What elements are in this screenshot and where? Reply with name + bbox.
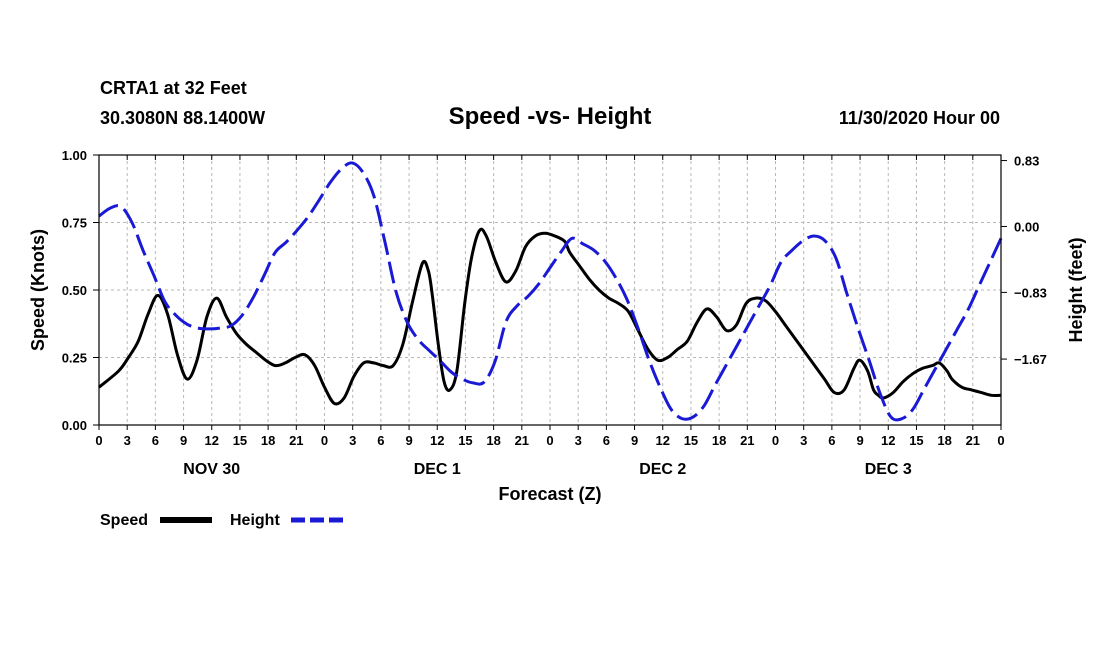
x-tick-label: 12 bbox=[656, 433, 670, 448]
location-label: 30.3080N 88.1400W bbox=[100, 108, 265, 128]
y2-tick-label: 0.00 bbox=[1014, 219, 1039, 234]
x-tick-label: 6 bbox=[603, 433, 610, 448]
x-tick-label: 15 bbox=[909, 433, 923, 448]
x-tick-label: 0 bbox=[997, 433, 1004, 448]
day-label: NOV 30 bbox=[183, 461, 240, 478]
day-label: DEC 1 bbox=[414, 461, 461, 478]
x-tick-label: 18 bbox=[712, 433, 726, 448]
grid bbox=[99, 155, 1001, 425]
series-line-speed bbox=[98, 227, 1002, 406]
x-tick-label: 15 bbox=[684, 433, 698, 448]
y2-tick-label: 0.83 bbox=[1014, 154, 1039, 169]
x-axis-label: Forecast (Z) bbox=[498, 484, 601, 504]
x-tick-label: 12 bbox=[430, 433, 444, 448]
x-tick-label: 0 bbox=[321, 433, 328, 448]
legend: Speed Height bbox=[100, 512, 343, 529]
y2-tick-label: −0.83 bbox=[1014, 285, 1047, 300]
x-tick-label: 9 bbox=[856, 433, 863, 448]
y2-axis-label: Height (feet) bbox=[1066, 238, 1086, 343]
x-tick-label: 3 bbox=[800, 433, 807, 448]
day-label: DEC 3 bbox=[865, 461, 912, 478]
series-line-height bbox=[98, 161, 1003, 422]
x-tick-label: 0 bbox=[95, 433, 102, 448]
x-tick-label: 0 bbox=[772, 433, 779, 448]
x-tick-label: 18 bbox=[486, 433, 500, 448]
x-tick-label: 9 bbox=[405, 433, 412, 448]
y-tick-label: 0.25 bbox=[62, 351, 87, 366]
x-tick-label: 18 bbox=[937, 433, 951, 448]
x-tick-label: 18 bbox=[261, 433, 275, 448]
x-tick-label: 21 bbox=[966, 433, 980, 448]
y-axis-label: Speed (Knots) bbox=[28, 229, 48, 351]
axes: 0 3 6 9 12 15 18 21 0 3 6 9 12 15 18 21 0 3 6 9 12 15 18 21 0 3 6 9… bbox=[62, 148, 1047, 478]
x-tick-label: 21 bbox=[515, 433, 529, 448]
y-tick-label: 1.00 bbox=[62, 148, 87, 163]
day-label: DEC 2 bbox=[639, 461, 686, 478]
x-tick-label: 3 bbox=[124, 433, 131, 448]
legend-speed-label: Speed bbox=[100, 512, 148, 529]
x-tick-label: 3 bbox=[349, 433, 356, 448]
x-tick-label: 12 bbox=[205, 433, 219, 448]
y2-tick-label: −1.67 bbox=[1014, 352, 1047, 367]
x-tick-label: 21 bbox=[289, 433, 303, 448]
x-tick-label: 9 bbox=[631, 433, 638, 448]
x-tick-label: 21 bbox=[740, 433, 754, 448]
y-tick-label: 0.00 bbox=[62, 418, 87, 433]
x-tick-label: 15 bbox=[458, 433, 472, 448]
date-label: 11/30/2020 Hour 00 bbox=[839, 108, 1000, 128]
x-tick-label: 3 bbox=[575, 433, 582, 448]
station-label: CRTA1 at 32 Feet bbox=[100, 78, 247, 98]
y-tick-label: 0.75 bbox=[62, 216, 87, 231]
legend-height-label: Height bbox=[230, 512, 280, 529]
x-tick-label: 6 bbox=[828, 433, 835, 448]
x-tick-label: 9 bbox=[180, 433, 187, 448]
chart-title: Speed -vs- Height bbox=[449, 103, 652, 130]
x-tick-label: 6 bbox=[377, 433, 384, 448]
y-tick-label: 0.50 bbox=[62, 283, 87, 298]
x-tick-label: 6 bbox=[152, 433, 159, 448]
x-tick-label: 15 bbox=[233, 433, 247, 448]
x-tick-label: 12 bbox=[881, 433, 895, 448]
plot-series bbox=[98, 161, 1003, 422]
x-tick-label: 0 bbox=[546, 433, 553, 448]
